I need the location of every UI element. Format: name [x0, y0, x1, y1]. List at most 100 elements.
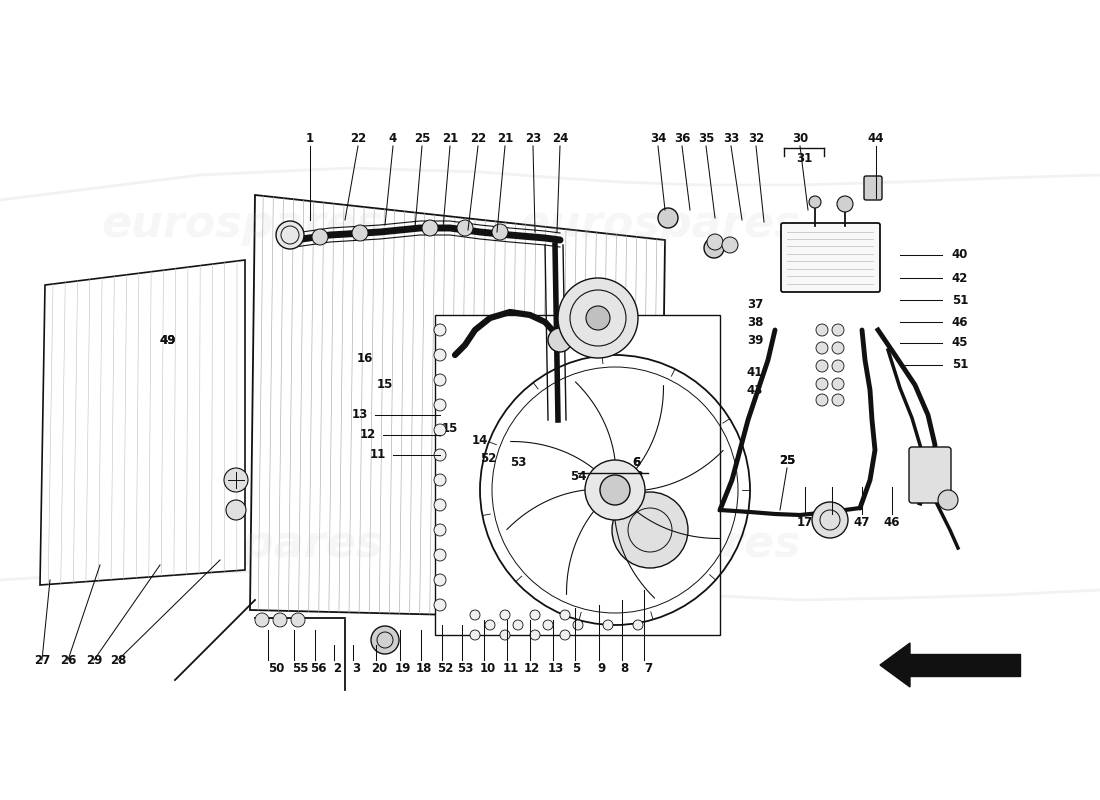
- Text: 23: 23: [525, 131, 541, 145]
- Text: 41: 41: [747, 366, 763, 378]
- Text: 16: 16: [356, 351, 373, 365]
- Circle shape: [704, 238, 724, 258]
- Text: 40: 40: [952, 249, 968, 262]
- Text: 21: 21: [497, 131, 513, 145]
- Text: 18: 18: [416, 662, 432, 674]
- Circle shape: [434, 374, 446, 386]
- Text: 28: 28: [110, 654, 126, 666]
- Text: eurospares: eurospares: [519, 522, 801, 566]
- Text: 26: 26: [59, 654, 76, 666]
- Circle shape: [492, 224, 508, 240]
- Text: 58: 58: [592, 470, 608, 483]
- Text: 22: 22: [350, 131, 366, 145]
- Text: 20: 20: [371, 662, 387, 674]
- Circle shape: [816, 360, 828, 372]
- FancyBboxPatch shape: [781, 223, 880, 292]
- Circle shape: [816, 378, 828, 390]
- Text: 38: 38: [747, 315, 763, 329]
- Text: 24: 24: [552, 131, 569, 145]
- Text: 52: 52: [480, 451, 496, 465]
- Circle shape: [434, 549, 446, 561]
- Circle shape: [558, 278, 638, 358]
- Circle shape: [312, 229, 328, 245]
- Text: 25: 25: [779, 454, 795, 466]
- Circle shape: [722, 237, 738, 253]
- Text: 39: 39: [747, 334, 763, 346]
- Circle shape: [456, 220, 473, 236]
- Text: 30: 30: [792, 131, 808, 145]
- Text: 22: 22: [470, 131, 486, 145]
- Circle shape: [470, 610, 480, 620]
- Text: 48: 48: [628, 470, 645, 483]
- Text: 25: 25: [824, 515, 840, 529]
- Circle shape: [530, 610, 540, 620]
- Text: 50: 50: [267, 662, 284, 674]
- Circle shape: [938, 490, 958, 510]
- Circle shape: [560, 610, 570, 620]
- Circle shape: [832, 324, 844, 336]
- Text: 56: 56: [310, 662, 327, 674]
- Circle shape: [832, 342, 844, 354]
- Text: 57: 57: [609, 470, 626, 483]
- Text: 27: 27: [34, 654, 51, 666]
- Circle shape: [832, 378, 844, 390]
- Text: 2: 2: [333, 662, 341, 674]
- Circle shape: [434, 399, 446, 411]
- Circle shape: [434, 574, 446, 586]
- Circle shape: [434, 324, 446, 336]
- Text: 36: 36: [674, 131, 690, 145]
- Circle shape: [226, 500, 246, 520]
- Circle shape: [485, 620, 495, 630]
- FancyBboxPatch shape: [864, 176, 882, 200]
- Text: 29: 29: [86, 654, 102, 666]
- Circle shape: [707, 234, 723, 250]
- Circle shape: [255, 613, 270, 627]
- Text: 34: 34: [650, 131, 667, 145]
- Circle shape: [434, 599, 446, 611]
- Text: 55: 55: [292, 662, 308, 674]
- Circle shape: [586, 306, 611, 330]
- Text: 32: 32: [748, 131, 764, 145]
- Text: 13: 13: [548, 662, 564, 674]
- Circle shape: [292, 613, 305, 627]
- Text: 51: 51: [952, 358, 968, 371]
- Circle shape: [371, 626, 399, 654]
- Text: 46: 46: [883, 515, 900, 529]
- Circle shape: [808, 196, 821, 208]
- Text: 53: 53: [509, 457, 526, 470]
- Text: 54: 54: [570, 470, 586, 483]
- Text: 46: 46: [952, 315, 968, 329]
- Text: 7: 7: [644, 662, 652, 674]
- Circle shape: [513, 620, 522, 630]
- Circle shape: [276, 221, 304, 249]
- Circle shape: [812, 502, 848, 538]
- FancyBboxPatch shape: [909, 447, 952, 503]
- Text: 5: 5: [572, 662, 580, 674]
- Text: 21: 21: [442, 131, 458, 145]
- Text: eurospares: eurospares: [101, 522, 383, 566]
- Text: 42: 42: [952, 271, 968, 285]
- Circle shape: [224, 468, 248, 492]
- Polygon shape: [40, 260, 245, 585]
- Text: 35: 35: [697, 131, 714, 145]
- Circle shape: [422, 220, 438, 236]
- Text: 12: 12: [360, 429, 376, 442]
- Text: 8: 8: [620, 662, 628, 674]
- Circle shape: [816, 394, 828, 406]
- Text: 10: 10: [480, 662, 496, 674]
- Circle shape: [832, 360, 844, 372]
- Text: 14: 14: [472, 434, 488, 446]
- Polygon shape: [434, 315, 720, 635]
- Circle shape: [434, 499, 446, 511]
- Text: 49: 49: [160, 334, 176, 346]
- Circle shape: [543, 620, 553, 630]
- Text: 53: 53: [456, 662, 473, 674]
- Text: 6: 6: [631, 457, 640, 470]
- Text: 12: 12: [524, 662, 540, 674]
- Text: 25: 25: [414, 131, 430, 145]
- Text: 15: 15: [377, 378, 393, 391]
- Circle shape: [434, 449, 446, 461]
- Circle shape: [632, 620, 644, 630]
- Text: 37: 37: [747, 298, 763, 311]
- Text: 11: 11: [503, 662, 519, 674]
